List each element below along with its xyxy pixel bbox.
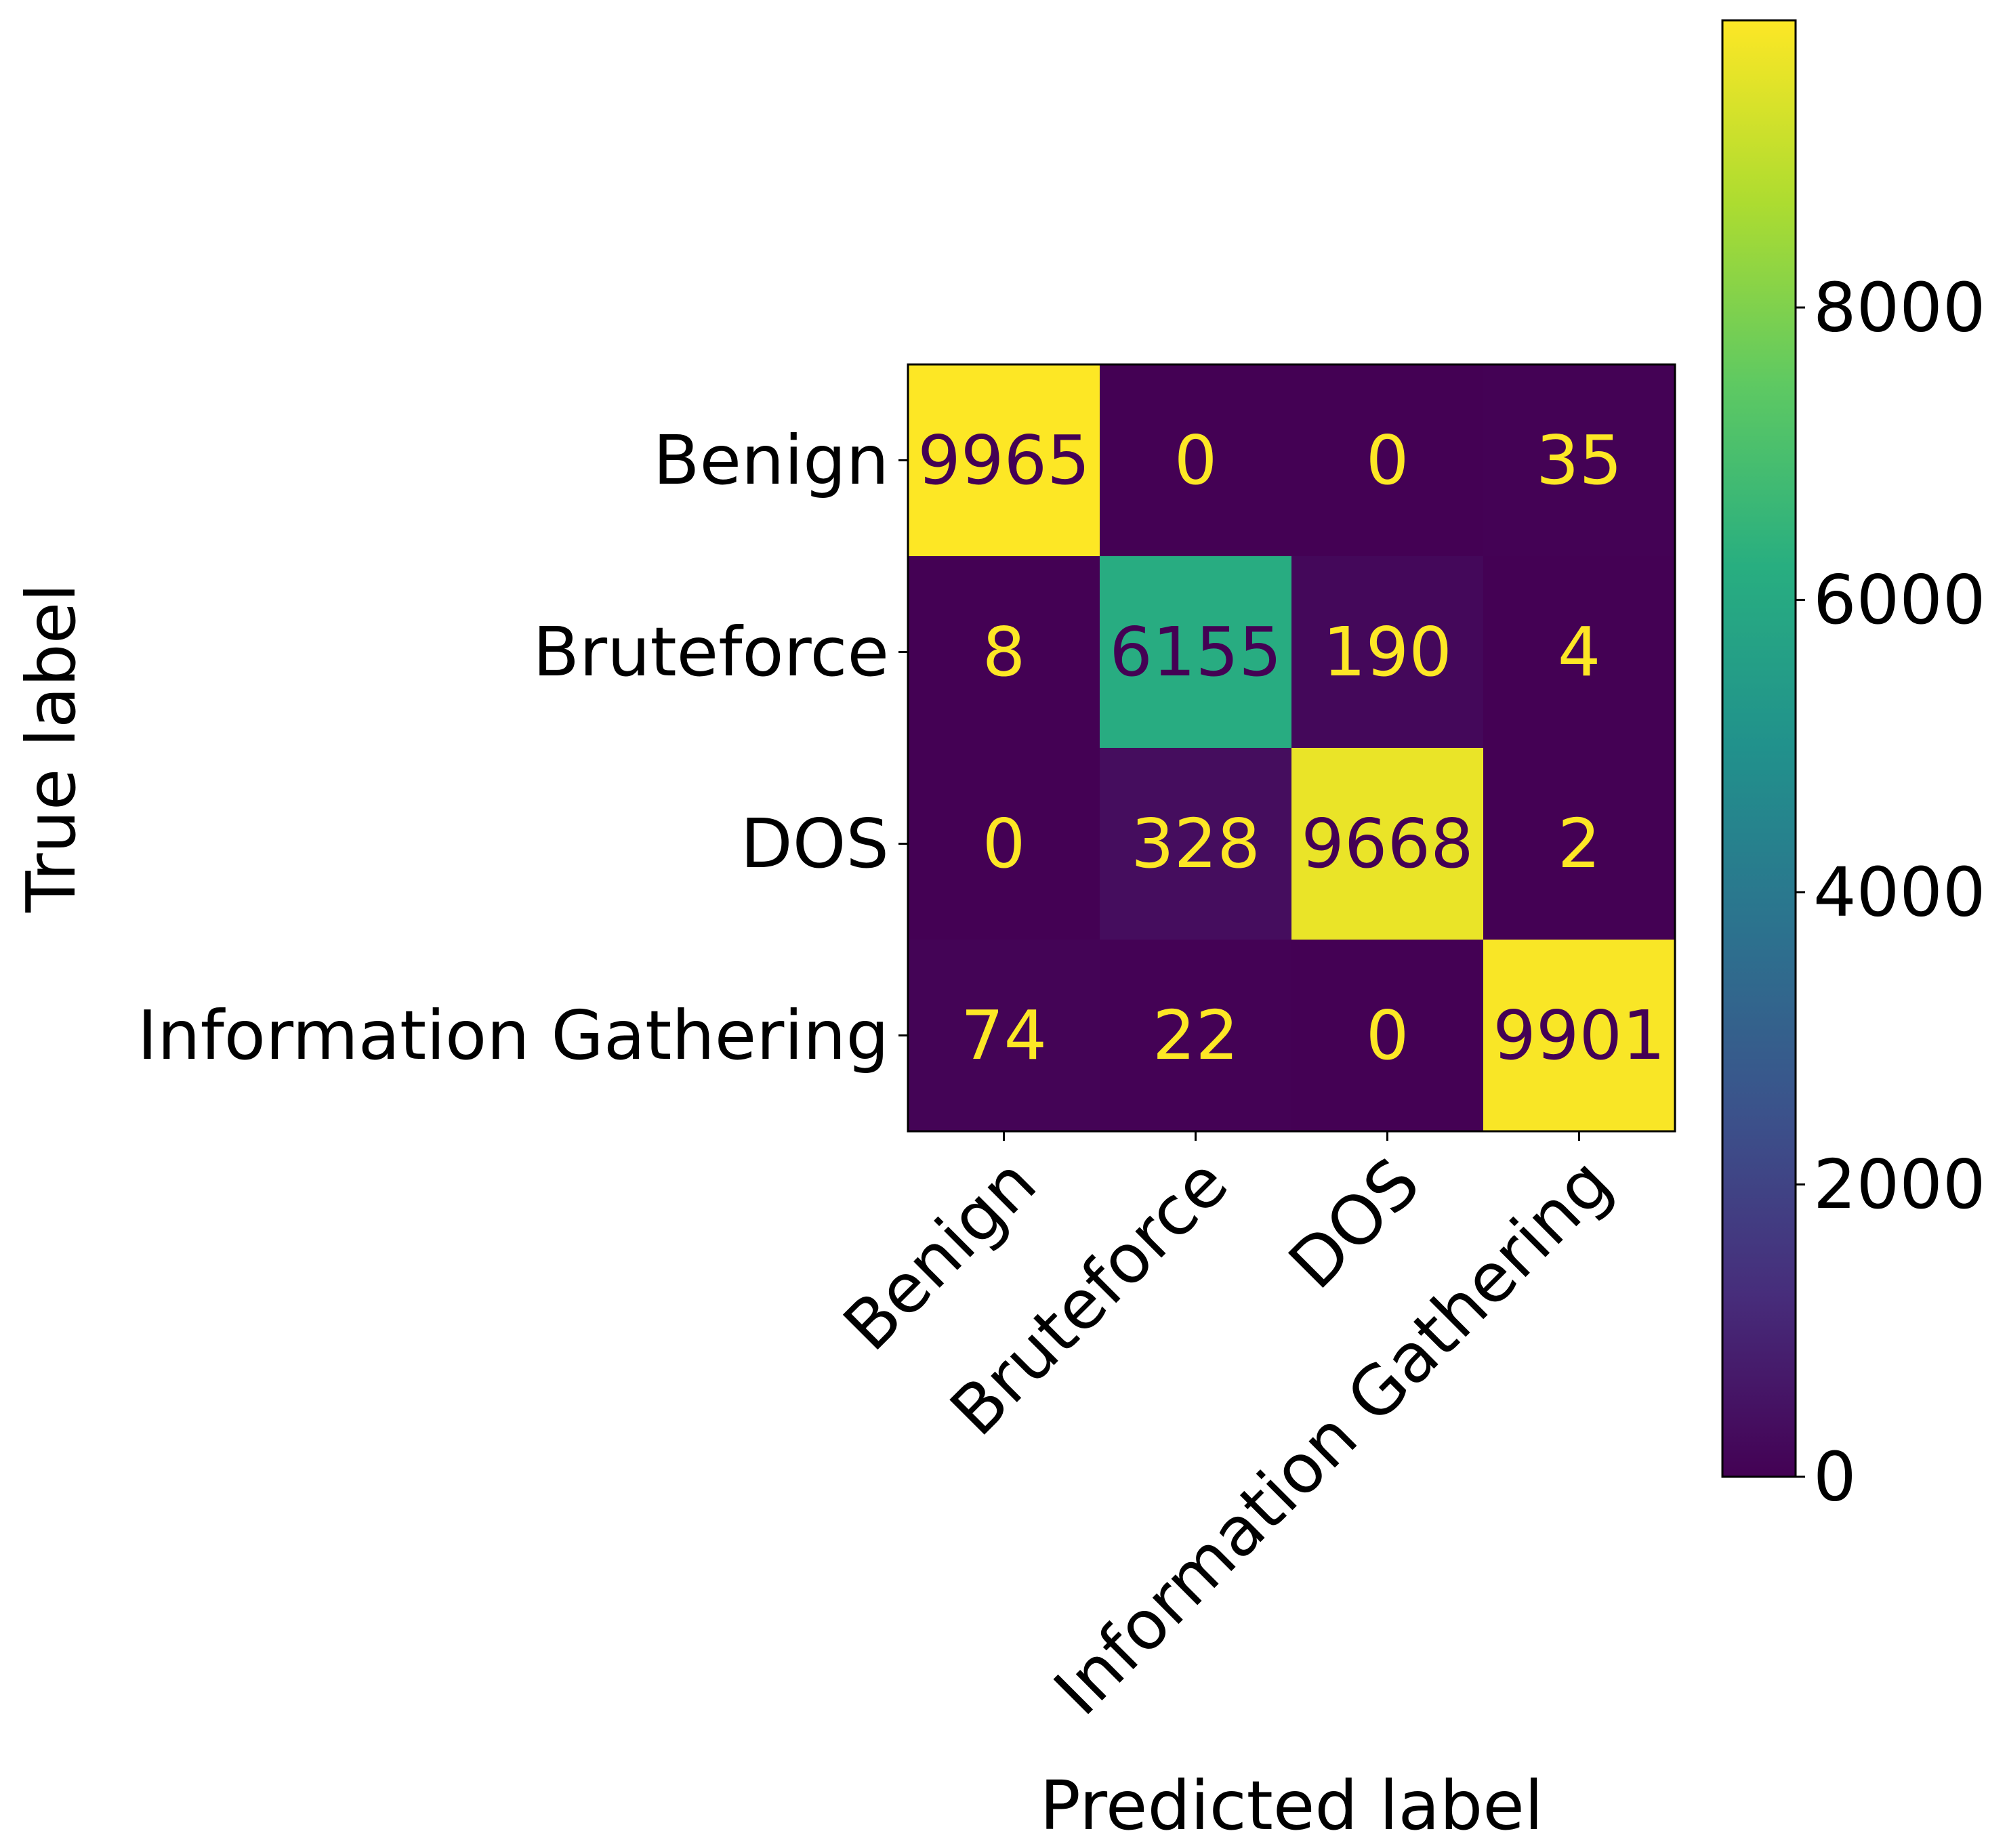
cell-value-label: 35 [1536, 421, 1622, 500]
cell-value-label: 0 [1366, 421, 1409, 500]
heatmap-cell [1100, 556, 1292, 749]
heatmap-cell [1291, 364, 1484, 557]
cell-value-label: 0 [1366, 996, 1409, 1075]
colorbar-ticks: 0 2000 4000 6000 8000 [1796, 268, 1986, 1517]
cell-value-label: 0 [1174, 421, 1218, 500]
colorbar-tick-label: 8000 [1813, 268, 1986, 347]
heatmap-cell [908, 940, 1100, 1132]
heatmap-cell [1291, 556, 1484, 749]
x-axis-label: Predicted label [1039, 1766, 1543, 1845]
y-tick-label: Information Gathering [138, 996, 889, 1075]
heatmap-cell-labels: 9965 0 0 35 8 6155 190 4 0 328 9668 2 74 22 0 9901 [917, 421, 1665, 1075]
colorbar-tick-label: 2000 [1813, 1145, 1986, 1224]
cell-value-label: 190 [1323, 612, 1452, 692]
y-axis-label: True label [12, 583, 91, 913]
heatmap-cell [1100, 940, 1292, 1132]
heatmap-cell [1483, 940, 1676, 1132]
heatmap-cell [1100, 748, 1292, 940]
heatmap-cell [908, 364, 1100, 557]
x-tick-label: DOS [1274, 1143, 1435, 1304]
heatmap-cell [1291, 748, 1484, 940]
colorbar-tick-label: 4000 [1813, 852, 1986, 931]
heatmap-cell [1291, 940, 1484, 1132]
heatmap-cell [1100, 364, 1292, 557]
heatmap-cell [908, 748, 1100, 940]
colorbar-tick-label: 6000 [1813, 560, 1986, 639]
cell-value-label: 9901 [1493, 996, 1665, 1075]
y-tick-label: DOS [741, 804, 889, 883]
cell-value-label: 9965 [917, 421, 1090, 500]
cell-value-label: 2 [1558, 804, 1601, 883]
y-tick-label: Benign [653, 421, 889, 500]
cell-value-label: 4 [1558, 612, 1601, 692]
heatmap-cell [908, 556, 1100, 749]
cell-value-label: 9668 [1301, 804, 1474, 883]
heatmap-cells [908, 364, 1676, 1132]
heatmap-cell [1483, 364, 1676, 557]
colorbar-tick-label: 0 [1813, 1437, 1857, 1517]
cell-value-label: 0 [982, 804, 1026, 883]
cell-value-label: 22 [1153, 996, 1239, 1075]
colorbar [1721, 19, 1797, 1478]
cell-value-label: 6155 [1109, 612, 1282, 692]
cell-value-label: 74 [961, 996, 1047, 1075]
axes-frame [907, 363, 1676, 1133]
cell-value-label: 328 [1131, 804, 1260, 883]
heatmap-cell [1483, 748, 1676, 940]
y-tick-label: Bruteforce [533, 612, 889, 692]
cell-value-label: 8 [982, 612, 1026, 692]
heatmap-cell [1483, 556, 1676, 749]
y-axis-ticks: Benign Bruteforce DOS Information Gathering [138, 421, 908, 1075]
